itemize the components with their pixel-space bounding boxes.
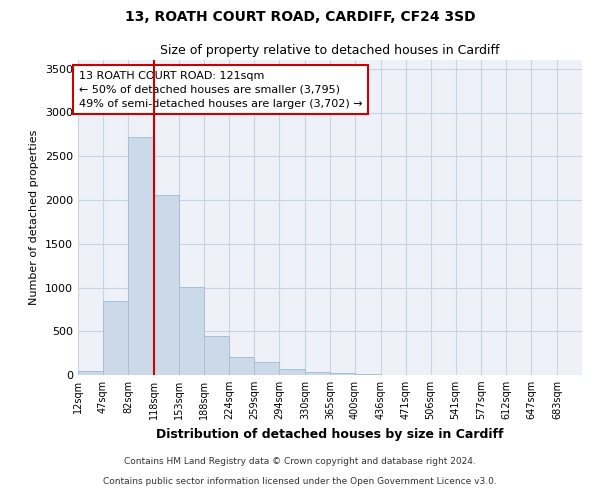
Text: 13 ROATH COURT ROAD: 121sqm
← 50% of detached houses are smaller (3,795)
49% of : 13 ROATH COURT ROAD: 121sqm ← 50% of det… (79, 70, 362, 109)
Text: 13, ROATH COURT ROAD, CARDIFF, CF24 3SD: 13, ROATH COURT ROAD, CARDIFF, CF24 3SD (125, 10, 475, 24)
X-axis label: Distribution of detached houses by size in Cardiff: Distribution of detached houses by size … (156, 428, 504, 440)
Title: Size of property relative to detached houses in Cardiff: Size of property relative to detached ho… (160, 44, 500, 58)
Y-axis label: Number of detached properties: Number of detached properties (29, 130, 40, 305)
Text: Contains public sector information licensed under the Open Government Licence v3: Contains public sector information licen… (103, 478, 497, 486)
Text: Contains HM Land Registry data © Crown copyright and database right 2024.: Contains HM Land Registry data © Crown c… (124, 458, 476, 466)
